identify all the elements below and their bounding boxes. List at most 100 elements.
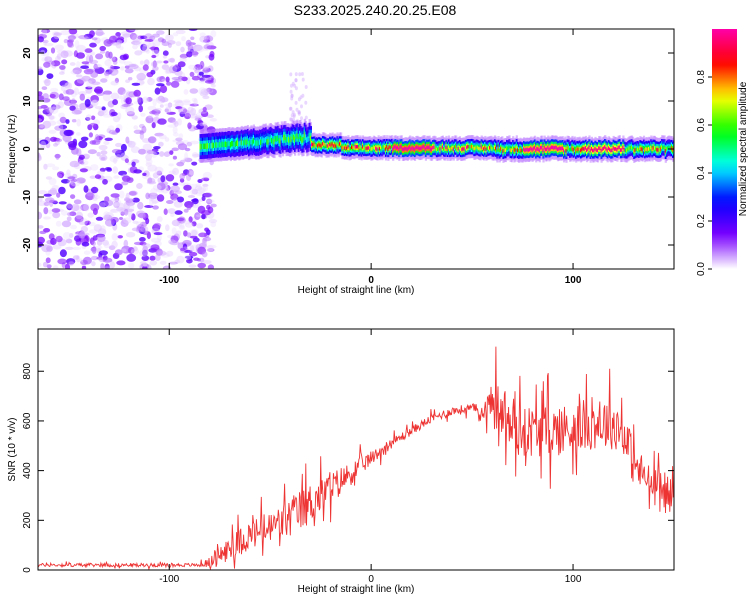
band-layer [655,147,658,152]
band-layer [462,147,465,151]
noise-blob [115,142,123,148]
band-layer [281,137,285,143]
noise-blob [42,39,49,44]
noise-blob [166,200,174,204]
band-layer [336,142,339,146]
noise-blob [46,73,54,79]
noise-blob [132,44,138,50]
band-layer [313,142,316,146]
noise-blob [145,217,150,225]
noise-blob [80,161,85,165]
band-layer [384,147,388,151]
noise-blob [88,132,93,138]
noise-blob [87,149,97,155]
band-layer [553,146,556,150]
noise-blob [80,204,89,211]
noise-blob [202,67,211,73]
noise-blob [90,81,101,86]
noise-blob [194,212,201,221]
noise-blob [119,190,125,199]
noise-blob [43,40,48,46]
noise-blob [141,125,147,134]
noise-blob [109,198,119,202]
band-layer [531,148,534,152]
noise-blob [59,65,66,70]
noise-blob [76,118,81,127]
band-layer [244,139,247,145]
noise-blob [60,84,66,92]
band-layer [639,146,642,150]
noise-blob [66,216,72,222]
noise-blob [93,88,102,93]
noise-blob [71,109,82,115]
noise-blob [69,62,76,66]
noise-blob [142,243,151,249]
band-layer [592,148,595,153]
band-layer [367,146,371,150]
noise-blob [153,146,161,150]
noise-blob [210,221,217,228]
noise-blob [127,111,135,115]
noise-blob [52,265,59,269]
band-layer [256,140,259,146]
noise-blob [142,143,153,152]
noise-blob [80,136,89,141]
band-layer [248,141,251,147]
faint-trace [304,85,308,89]
noise-blob [195,183,201,187]
noise-blob [70,178,78,183]
band-layer [387,147,390,152]
noise-blob [207,248,215,252]
noise-blob [91,241,96,247]
noise-blob [172,132,179,137]
noise-blob [103,140,110,145]
noise-blob [123,201,131,210]
noise-blob [184,249,193,253]
noise-blob [82,256,92,265]
noise-blob [41,86,48,90]
band-layer [460,147,463,152]
noise-blob [142,172,147,176]
band-layer [269,136,272,142]
noise-blob [187,122,192,129]
noise-blob [66,258,76,265]
noise-blob [201,251,208,258]
noise-blob [117,95,124,100]
band-layer [348,147,351,151]
noise-blob [184,255,192,261]
band-layer [590,147,593,151]
band-layer [221,141,224,147]
noise-blob [110,80,119,86]
band-layer [320,144,323,148]
noise-blob [58,186,66,195]
band-layer [492,146,495,151]
band-layer [633,149,636,153]
noise-blob [39,123,50,130]
band-layer [388,145,391,149]
faint-trace [297,110,301,115]
noise-blob [160,97,169,103]
noise-blob [177,143,188,151]
band-layer [300,135,303,142]
band-layer [604,145,607,149]
band-layer [547,145,550,150]
noise-blob [50,47,56,54]
noise-blob [74,235,82,242]
noise-blob [55,220,62,227]
band-layer [375,146,378,151]
noise-blob [132,197,140,203]
band-layer [304,134,308,140]
faint-trace [300,72,304,76]
noise-blob [183,230,188,237]
noise-blob [66,203,73,211]
noise-blob [151,54,157,59]
band-layer [508,145,511,150]
band-layer [266,139,269,145]
noise-blob [206,114,214,118]
faint-trace [298,72,302,77]
noise-blob [38,152,41,159]
band-layer [456,147,459,152]
noise-blob [163,60,169,64]
noise-blob [42,261,49,268]
noise-blob [192,44,203,51]
